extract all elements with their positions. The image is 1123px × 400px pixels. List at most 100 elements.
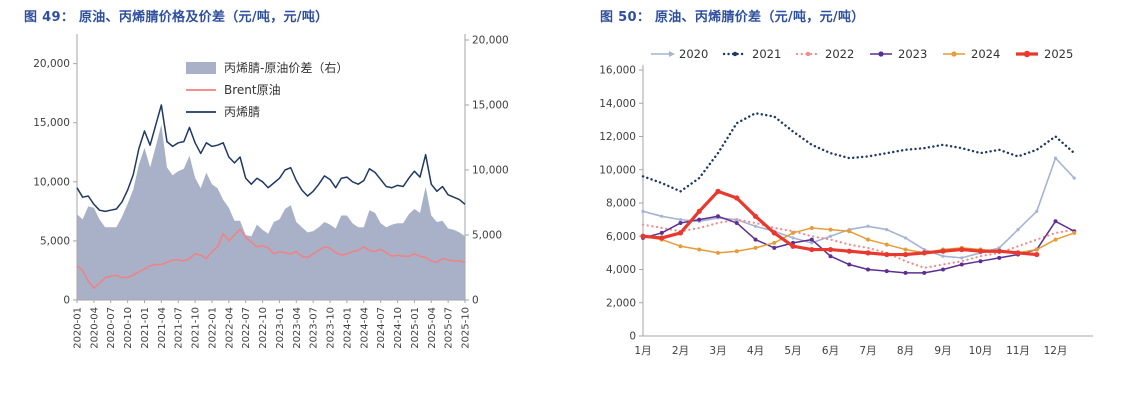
x-axis-tick-label: 2022-01: [207, 307, 218, 349]
legend-item-2020: 2020: [651, 47, 708, 61]
right-axis-tick-label: 0: [472, 295, 479, 307]
series-2025-marker: [884, 251, 890, 258]
series-2024-marker: [734, 249, 739, 254]
x-axis-tick-label: 2025-10: [461, 307, 472, 349]
legend-label: 2025: [1044, 47, 1073, 61]
series-2023-line: [642, 215, 1075, 274]
series-2023-marker: [941, 267, 945, 272]
series-2023-marker: [997, 255, 1002, 260]
legend-item-2024: 2024: [943, 47, 1000, 61]
right-axis-tick-label: 15,000: [472, 100, 509, 112]
y-axis-tick-label: 14,000: [599, 98, 636, 110]
legend-area-swatch: [186, 62, 216, 74]
figure-50-chart: 0 2,000 4,000 6,000 8,000 10,000 12,000 14,000 1…: [599, 47, 1093, 357]
x-axis-tick-label: 2023-01: [275, 307, 286, 349]
series-2025-marker: [1034, 251, 1040, 258]
x-axis-tick-label: 7月: [859, 345, 876, 357]
series-2020-marker: [941, 254, 945, 258]
series-2023-marker: [809, 237, 814, 242]
series-2025: [640, 188, 1040, 258]
series-2025-marker: [959, 246, 965, 253]
series-2020-marker: [678, 218, 683, 222]
series-2024-marker: [753, 245, 758, 250]
legend-item-2025: 2025: [1016, 47, 1073, 61]
legend-circle-marker: [878, 51, 884, 57]
left-axis-tick-label: 20,000: [33, 58, 70, 70]
left-axis-tick-label: 5,000: [40, 235, 70, 247]
series-2025-marker: [809, 246, 815, 253]
series-2020-marker: [903, 236, 908, 240]
series-2025-marker: [659, 235, 665, 241]
series-2020-marker: [1072, 176, 1076, 180]
x-axis-tick-label: 2023-10: [326, 307, 337, 349]
legend-label: 2021: [752, 47, 781, 61]
acrylonitrile-line: [76, 104, 466, 213]
series-2020-marker: [997, 246, 1001, 250]
series-2024-marker: [678, 244, 683, 249]
legend-label: 2022: [825, 47, 854, 61]
series-2023-marker: [697, 217, 702, 222]
left-axis-tick-label: 0: [63, 295, 70, 307]
series-2021-line: [641, 112, 1076, 193]
y-axis-tick-label: 2,000: [606, 297, 636, 309]
series-2022: [641, 218, 1076, 269]
series-2025-marker: [902, 251, 909, 258]
series-2024-marker: [697, 247, 702, 252]
series-2023-marker: [1053, 219, 1058, 224]
x-axis-tick-label: 2021-07: [174, 307, 185, 349]
legend-dot-marker: [732, 51, 738, 57]
x-axis-tick-label: 10月: [969, 345, 993, 357]
legend-item-spread: 丙烯腈-原油价差（右）: [186, 60, 348, 75]
series-2023-marker: [659, 230, 664, 235]
series-2023-marker: [734, 220, 739, 225]
x-axis-tick-label: 2021-10: [191, 307, 202, 349]
legend-circle-marker: [1023, 50, 1031, 58]
series-2023-marker: [959, 262, 964, 267]
series-2020-line: [642, 157, 1076, 259]
series-2023-marker: [884, 269, 889, 274]
series-2020-marker: [660, 214, 664, 218]
legend-label: 2023: [898, 47, 927, 61]
series-2025-marker: [940, 248, 946, 254]
x-axis-tick-label: 2021-04: [157, 307, 168, 349]
x-axis-tick-label: 2022-07: [241, 307, 252, 349]
series-2023-marker: [772, 245, 777, 250]
x-axis-tick-label: 2020-01: [73, 307, 84, 349]
series-2025-marker: [865, 250, 871, 256]
series-2025-marker: [977, 248, 984, 254]
x-axis-tick-label: 4月: [747, 345, 764, 357]
x-axis-tick-label: 2020-04: [89, 307, 100, 349]
series-2025-marker: [1015, 250, 1021, 256]
series-2024-marker: [772, 240, 777, 245]
x-axis-tick-label: 2021-01: [140, 307, 151, 349]
spread-area-series: [77, 124, 465, 300]
legend-arrow-marker: [669, 51, 675, 57]
series-2024-marker: [791, 230, 795, 235]
legend-label: 2024: [971, 47, 1000, 61]
series-2024-marker: [809, 225, 814, 230]
legend-item-brent: Brent原油: [186, 83, 281, 97]
legend-item-2022: 2022: [795, 47, 854, 61]
x-axis-tick-label: 2025-04: [427, 307, 438, 349]
legend-label: 丙烯腈: [224, 105, 260, 119]
x-axis-tick-label: 2022-04: [224, 307, 235, 349]
x-axis-tick-label: 2024-04: [359, 307, 370, 349]
series-2023-marker: [903, 270, 908, 275]
series-2024-marker: [847, 229, 852, 234]
x-axis-tick-label: 5月: [784, 345, 801, 357]
x-axis-tick-label: 11月: [1006, 345, 1030, 357]
series-2020-marker: [791, 236, 795, 240]
series-2025-marker: [790, 243, 796, 249]
y-axis-tick-label: 0: [629, 331, 636, 343]
x-axis-tick-label: 8月: [897, 345, 914, 357]
right-axis-tick-label: 5,000: [472, 230, 502, 242]
series-2023-marker: [866, 267, 870, 272]
x-axis-tick-label: 3月: [709, 345, 726, 357]
series-2020-marker: [1053, 156, 1058, 160]
series-2025-marker: [640, 233, 646, 239]
x-axis-tick-label: 2月: [672, 345, 689, 357]
legend-item-2021: 2021: [722, 47, 781, 61]
x-axis-tick-label: 2023-07: [309, 307, 320, 349]
series-2025-marker: [846, 248, 852, 254]
y-axis-tick-label: 4,000: [606, 264, 636, 276]
